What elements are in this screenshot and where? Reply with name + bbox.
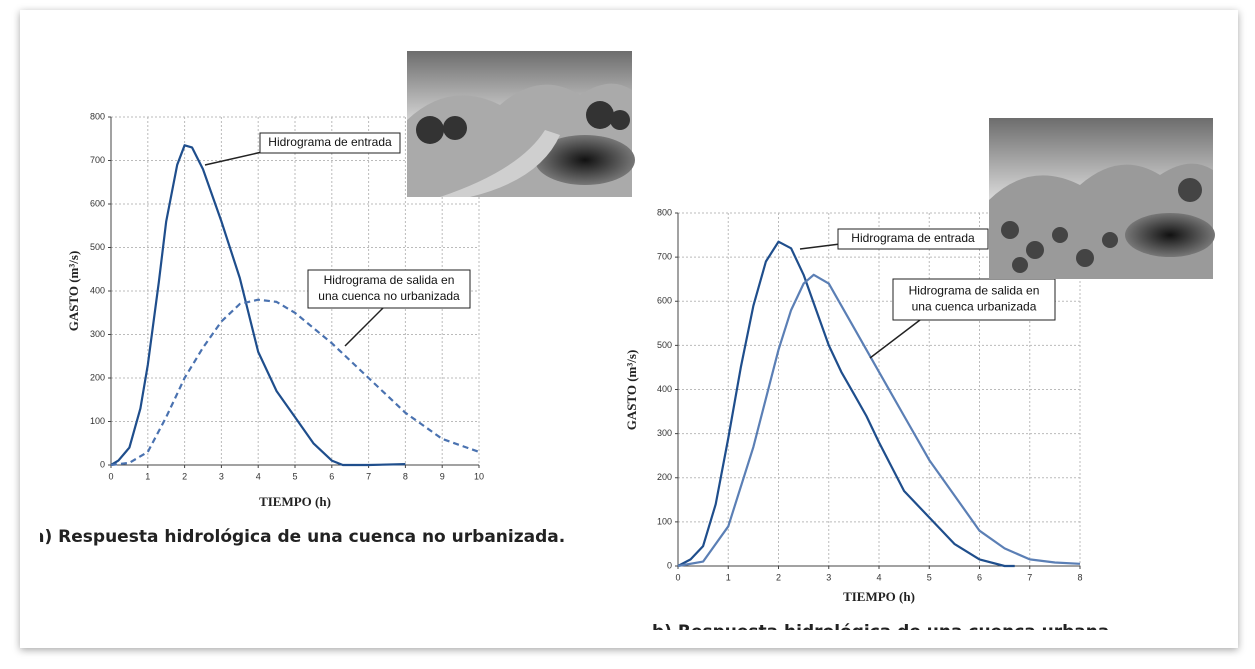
x-tick-label: 2 xyxy=(182,471,187,481)
y-tick-label: 600 xyxy=(90,198,105,208)
y-axis-title: GASTO (m³/s) xyxy=(66,251,81,332)
caption-frame: a) Respuesta hidrológica de una cuenca n… xyxy=(33,527,565,547)
x-tick-label: 9 xyxy=(440,471,445,481)
x-tick-label: 4 xyxy=(256,471,261,481)
x-tick-label: 5 xyxy=(927,572,932,582)
y-tick-label: 400 xyxy=(90,285,105,295)
x-tick-label: 4 xyxy=(876,572,881,582)
y-tick-label: 100 xyxy=(90,416,105,426)
urban-image xyxy=(989,118,1215,279)
x-tick-label: 1 xyxy=(726,572,731,582)
y-tick-label: 700 xyxy=(657,252,672,262)
annotation-text: Hidrograma de salida en xyxy=(324,273,455,287)
y-tick-label: 600 xyxy=(657,296,672,306)
x-tick-label: 0 xyxy=(108,471,113,481)
x-tick-label: 7 xyxy=(366,471,371,481)
x-tick-label: 3 xyxy=(219,471,224,481)
x-tick-label: 2 xyxy=(776,572,781,582)
x-tick-label: 8 xyxy=(403,471,408,481)
x-axis-title: TIEMPO (h) xyxy=(843,589,915,604)
x-tick-label: 1 xyxy=(145,471,150,481)
x-tick-label: 8 xyxy=(1077,572,1082,582)
y-tick-label: 800 xyxy=(90,111,105,121)
y-tick-label: 800 xyxy=(657,207,672,217)
annotation-text: una cuenca no urbanizada xyxy=(318,289,460,303)
y-tick-label: 300 xyxy=(657,428,672,438)
annotation-text: Hidrograma de salida en xyxy=(909,284,1040,298)
caption: a) Respuesta hidrológica de una cuenca n… xyxy=(33,527,565,547)
y-tick-label: 500 xyxy=(657,340,672,350)
x-tick-label: 5 xyxy=(292,471,297,481)
page: {"chart_data": [ {"type": "line", "capti… xyxy=(0,0,1255,664)
annotation-text: Hidrograma de entrada xyxy=(851,231,975,245)
landscape-image xyxy=(407,51,635,197)
annotation-text: Hidrograma de entrada xyxy=(268,135,392,149)
y-tick-label: 500 xyxy=(90,242,105,252)
y-tick-label: 0 xyxy=(100,459,105,469)
x-tick-label: 3 xyxy=(826,572,831,582)
y-axis-title: GASTO (m³/s) xyxy=(624,350,639,431)
y-tick-label: 100 xyxy=(657,516,672,526)
figure: 0100200300400500600700800012345678910GAS… xyxy=(0,0,1255,664)
x-tick-label: 7 xyxy=(1027,572,1032,582)
y-tick-label: 400 xyxy=(657,384,672,394)
annotation-text: una cuenca urbanizada xyxy=(912,300,1037,314)
x-tick-label: 10 xyxy=(474,471,484,481)
y-tick-label: 200 xyxy=(657,472,672,482)
x-axis-title: TIEMPO (h) xyxy=(259,494,331,509)
y-tick-label: 300 xyxy=(90,329,105,339)
x-tick-label: 6 xyxy=(329,471,334,481)
y-tick-label: 0 xyxy=(667,560,672,570)
x-tick-label: 6 xyxy=(977,572,982,582)
x-tick-label: 0 xyxy=(675,572,680,582)
y-tick-label: 200 xyxy=(90,372,105,382)
y-tick-label: 700 xyxy=(90,155,105,165)
